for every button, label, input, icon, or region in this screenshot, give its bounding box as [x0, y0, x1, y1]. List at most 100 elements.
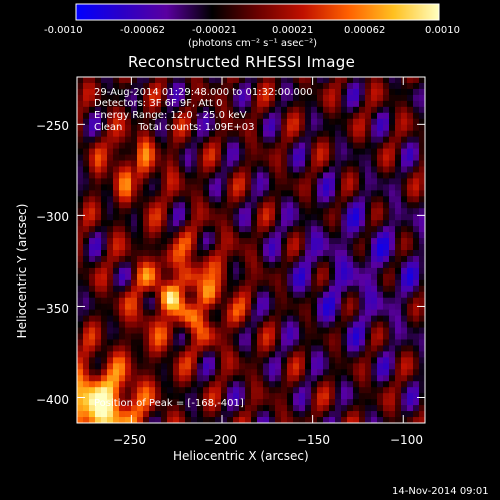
heatmap-cell: [233, 136, 240, 144]
heatmap-cell: [149, 291, 156, 299]
heatmap-cell: [371, 88, 378, 96]
heatmap-cell: [239, 285, 246, 293]
heatmap-cell: [143, 369, 150, 376]
heatmap-cell: [113, 351, 120, 358]
heatmap-cell: [179, 184, 186, 191]
heatmap-cell: [335, 333, 342, 340]
heatmap-cell: [395, 315, 402, 323]
heatmap-cell: [77, 357, 84, 364]
heatmap-cell: [107, 106, 114, 114]
heatmap-cell: [287, 124, 294, 132]
heatmap-cell: [221, 303, 228, 311]
heatmap-cell: [83, 321, 90, 329]
heatmap-cell: [401, 208, 408, 215]
heatmap-cell: [329, 411, 336, 418]
heatmap-cell: [119, 399, 126, 406]
heatmap-cell: [125, 166, 132, 173]
heatmap-cell: [383, 196, 390, 203]
heatmap-cell: [365, 303, 372, 311]
heatmap-cell: [143, 339, 150, 346]
heatmap-cell: [419, 267, 426, 275]
heatmap-cell: [359, 88, 366, 96]
heatmap-cell: [149, 351, 156, 358]
heatmap-cell: [383, 345, 390, 352]
heatmap-cell: [95, 393, 102, 400]
heatmap-cell: [269, 244, 276, 251]
heatmap-cell: [257, 303, 264, 311]
heatmap-cell: [389, 363, 396, 370]
heatmap-cell: [113, 363, 120, 370]
heatmap-cell: [395, 417, 402, 424]
heatmap-cell: [101, 381, 108, 388]
heatmap-cell: [143, 250, 150, 257]
heatmap-cell: [377, 405, 384, 412]
heatmap-cell: [311, 232, 318, 239]
heatmap-cell: [323, 124, 330, 132]
heatmap-cell: [281, 399, 288, 406]
heatmap-cell: [275, 124, 282, 132]
heatmap-cell: [359, 190, 366, 197]
heatmap-cell: [305, 351, 312, 358]
heatmap-cell: [329, 130, 336, 138]
heatmap-cell: [95, 261, 102, 269]
heatmap-cell: [131, 381, 138, 388]
heatmap-cell: [407, 387, 414, 394]
heatmap-cell: [353, 291, 360, 299]
heatmap-cell: [353, 77, 360, 84]
heatmap-cell: [287, 208, 294, 215]
heatmap-cell: [95, 172, 102, 179]
heatmap-cell: [353, 220, 360, 227]
heatmap-cell: [83, 178, 90, 185]
heatmap-cell: [233, 172, 240, 179]
heatmap-cell: [107, 285, 114, 293]
heatmap-cell: [299, 226, 306, 233]
heatmap-cell: [389, 315, 396, 323]
heatmap-cell: [101, 399, 108, 406]
heatmap-cell: [245, 166, 252, 173]
heatmap-cell: [371, 160, 378, 167]
heatmap-cell: [77, 136, 84, 144]
heatmap-cell: [239, 208, 246, 215]
heatmap-cell: [311, 255, 318, 263]
heatmap-cell: [407, 411, 414, 418]
heatmap-cell: [287, 339, 294, 346]
heatmap-cell: [137, 130, 144, 138]
heatmap-cell: [101, 160, 108, 167]
heatmap-cell: [257, 351, 264, 358]
heatmap-cell: [185, 77, 192, 84]
heatmap-cell: [335, 411, 342, 418]
heatmap-cell: [275, 369, 282, 376]
heatmap-cell: [83, 124, 90, 132]
heatmap-cell: [347, 124, 354, 132]
heatmap-cell: [257, 369, 264, 376]
heatmap-cell: [251, 381, 258, 388]
heatmap-cell: [401, 112, 408, 120]
heatmap-cell: [149, 238, 156, 245]
heatmap-cell: [323, 255, 330, 263]
heatmap-cell: [419, 77, 426, 84]
heatmap-cell: [227, 369, 234, 376]
heatmap-cell: [251, 226, 258, 233]
heatmap-cell: [173, 291, 180, 299]
heatmap-cell: [89, 273, 96, 281]
heatmap-cell: [377, 82, 384, 90]
heatmap-cell: [179, 351, 186, 358]
heatmap-cell: [281, 381, 288, 388]
heatmap-cell: [227, 190, 234, 197]
heatmap-cell: [245, 184, 252, 191]
heatmap-cell: [203, 214, 210, 221]
heatmap-cell: [215, 255, 222, 263]
heatmap-cell: [215, 267, 222, 275]
heatmap-cell: [323, 244, 330, 251]
heatmap-cell: [119, 202, 126, 209]
heatmap-cell: [377, 190, 384, 197]
heatmap-cell: [389, 321, 396, 329]
heatmap-cell: [101, 345, 108, 352]
heatmap-cell: [185, 369, 192, 376]
heatmap-cell: [95, 399, 102, 406]
heatmap-cell: [155, 345, 162, 352]
heatmap-cell: [401, 118, 408, 126]
heatmap-cell: [215, 381, 222, 388]
heatmap-cell: [419, 202, 426, 209]
heatmap-cell: [185, 279, 192, 287]
